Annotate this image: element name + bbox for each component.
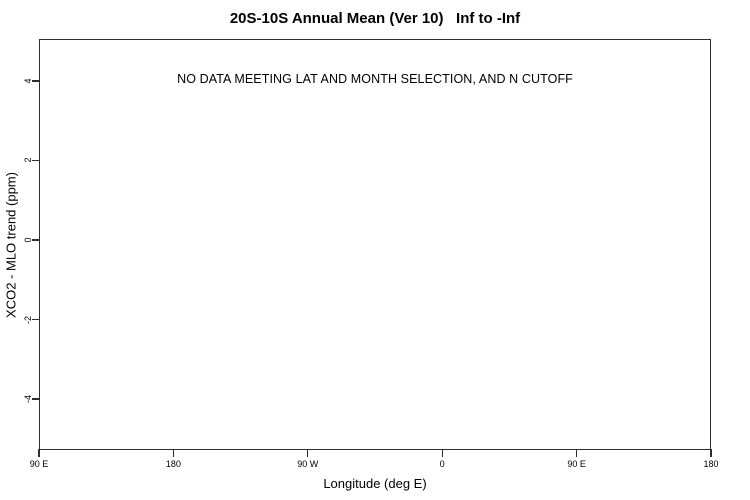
y-tick-mark — [32, 398, 40, 400]
x-tick-mark — [441, 449, 443, 457]
y-tick-label: 2 — [23, 157, 33, 163]
x-tick-mark — [575, 449, 578, 457]
x-tick-mark — [307, 449, 309, 457]
no-data-message: NO DATA MEETING LAT AND MONTH SELECTION,… — [177, 72, 573, 86]
y-tick-mark — [32, 80, 40, 82]
y-tick-mark — [32, 159, 40, 161]
y-tick-label: 0 — [23, 237, 33, 243]
x-tick-label: 90 E — [567, 459, 586, 469]
y-tick-mark — [32, 319, 40, 321]
x-tick-mark — [38, 449, 40, 457]
x-axis-label: Longitude (deg E) — [323, 476, 427, 491]
x-tick-label: 90 E — [29, 459, 49, 469]
x-tick-label: 180 — [703, 459, 719, 469]
x-tick-label: 90 W — [297, 459, 319, 469]
y-tick-mark — [32, 239, 40, 241]
x-tick-label: 180 — [165, 459, 181, 469]
y-tick-label: -2 — [23, 315, 33, 325]
plot-frame — [39, 39, 711, 450]
y-tick-label: -4 — [23, 394, 33, 404]
y-axis-label: XCO2 - MLO trend (ppm) — [3, 172, 19, 318]
y-tick-label: 4 — [23, 78, 33, 84]
x-tick-mark — [172, 449, 175, 457]
x-tick-label: 0 — [439, 459, 445, 469]
x-tick-mark — [710, 449, 712, 457]
chart-title: 20S-10S Annual Mean (Ver 10) Inf to -Inf — [229, 10, 521, 27]
